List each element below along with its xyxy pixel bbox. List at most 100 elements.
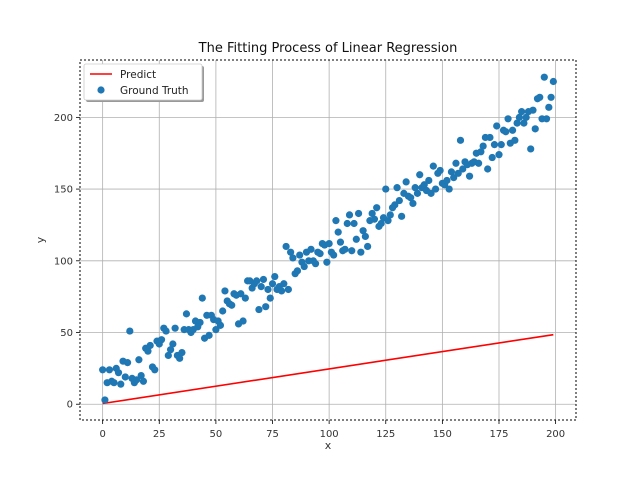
ground-truth-point (300, 262, 308, 271)
ground-truth-point (520, 119, 528, 127)
ground-truth-point (280, 280, 288, 288)
ground-truth-point (420, 181, 428, 189)
ground-truth-point (99, 366, 107, 374)
ground-truth-point (151, 366, 159, 374)
predict-line (102, 333, 554, 405)
ground-truth-point (121, 373, 129, 381)
ground-truth-point (454, 169, 462, 177)
ground-truth-point (395, 196, 403, 205)
ground-truth-point (296, 251, 304, 259)
ground-truth-point (542, 115, 551, 123)
ground-truth-point (508, 126, 517, 134)
ground-truth-point (540, 73, 548, 81)
ground-truth-point (341, 245, 349, 253)
legend: Predict Ground Truth (83, 63, 204, 102)
ground-truth-point (307, 245, 315, 253)
ground-truth-point (370, 215, 379, 223)
ticks-layer: 0 25 50 75 100 125 150 175 200 0 50 100 150 200 (54, 113, 565, 440)
ground-truth-point (117, 380, 125, 388)
ground-truth-point (545, 103, 553, 111)
ground-truth-point (413, 189, 422, 197)
legend-box (83, 63, 203, 101)
ground-truth-point (176, 354, 184, 362)
ground-truth-point (146, 341, 154, 350)
ground-truth-point (450, 174, 458, 182)
ground-truth-point (402, 178, 410, 186)
ground-truth-point (531, 125, 539, 133)
ground-truth-point (452, 159, 460, 167)
ground-truth-point (334, 228, 342, 236)
ground-truth-point (287, 248, 295, 256)
ground-truth-point (325, 239, 333, 248)
ground-truth-point (459, 165, 467, 173)
ground-truth-point (518, 108, 526, 116)
x-tick-label: 100 (320, 429, 339, 440)
ground-truth-point (447, 168, 456, 176)
ground-truth-point (475, 159, 483, 167)
ground-truth-point (135, 356, 143, 364)
ground-truth-point (373, 204, 381, 212)
ground-truth-point (212, 326, 220, 334)
y-tick-label: 150 (54, 185, 73, 196)
ground-truth-point (144, 347, 152, 355)
ground-truth-point (293, 267, 302, 275)
ground-truth-point (162, 327, 170, 335)
ground-truth-point (377, 219, 385, 228)
y-tick-label: 200 (54, 113, 73, 124)
legend-ground-truth-swatch (97, 86, 105, 94)
x-tick-label: 50 (210, 429, 223, 440)
ground-truth-point (495, 151, 503, 159)
ground-truth-point (384, 217, 392, 225)
y-tick-label: 100 (54, 256, 73, 267)
ground-truth-point (345, 211, 354, 219)
ground-truth-point (484, 165, 492, 173)
ground-truth-point (502, 128, 510, 136)
ground-truth-point (348, 247, 356, 255)
y-tick-label: 50 (60, 328, 73, 339)
x-axis-label: x (325, 439, 332, 452)
ground-truth-point (549, 77, 557, 86)
grid-layer (80, 60, 576, 420)
ground-truth-point (425, 176, 433, 185)
ground-truth-point (216, 321, 225, 329)
ground-truth-point (289, 254, 297, 262)
ground-truth-point (330, 251, 338, 259)
ground-truth-point (264, 285, 272, 294)
ground-truth-point (504, 115, 512, 123)
ground-truth-point (411, 184, 419, 192)
ground-truth-point (429, 162, 437, 170)
ground-truth-point (182, 310, 191, 318)
ground-truth-point (511, 136, 519, 144)
x-tick-label: 200 (546, 429, 565, 440)
series-layer (99, 73, 557, 405)
ground-truth-point (354, 209, 363, 218)
ground-truth-point (137, 371, 145, 380)
plot-frame (79, 59, 577, 421)
ground-truth-point (157, 336, 166, 344)
ground-truth-point (164, 351, 172, 360)
ground-truth-point (237, 290, 245, 298)
ground-truth-point (477, 148, 485, 156)
ground-truth-point (171, 324, 179, 332)
legend-ground-truth-label: Ground Truth (120, 85, 189, 97)
y-axis-label: y (34, 236, 47, 243)
ground-truth-point (368, 209, 376, 218)
ground-truth-point (166, 346, 175, 354)
ground-truth-point (391, 201, 399, 209)
ground-truth-point (221, 287, 229, 295)
ground-truth-point (332, 217, 340, 225)
ground-truth-point (262, 303, 270, 311)
x-tick-label: 150 (433, 429, 452, 440)
ground-truth-point (445, 185, 453, 193)
ground-truth-point (393, 184, 401, 192)
ground-truth-point (253, 277, 261, 285)
ground-truth-point (350, 219, 358, 228)
ground-truth-point (398, 212, 406, 220)
ground-truth-point (493, 122, 501, 130)
legend-predict-label: Predict (120, 69, 156, 81)
ground-truth-point (416, 171, 424, 179)
ground-truth-point (522, 113, 530, 121)
ground-truth-point (205, 331, 213, 339)
